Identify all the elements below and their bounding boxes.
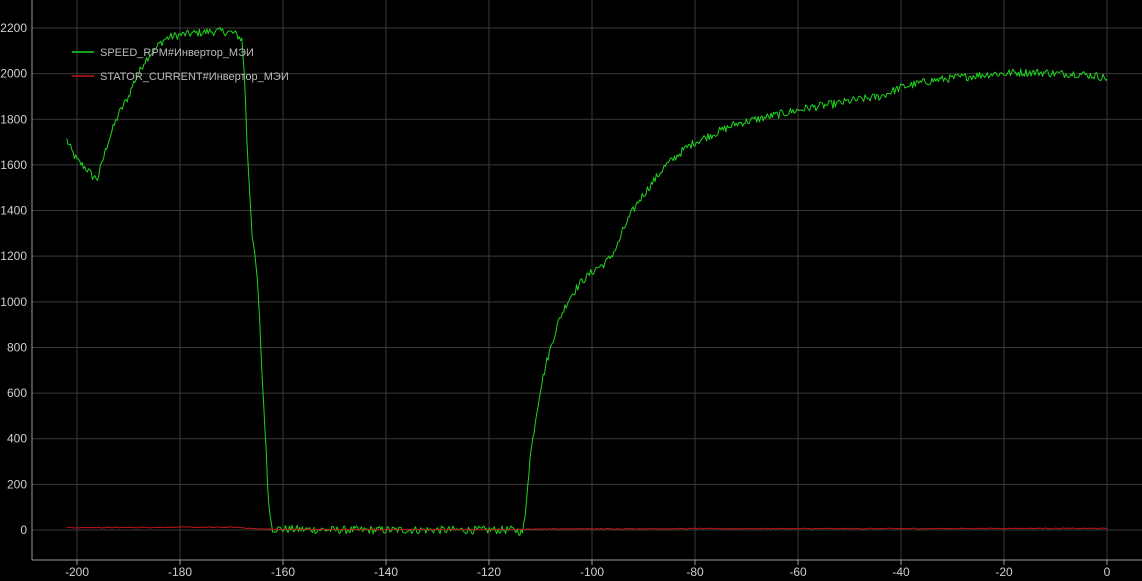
legend-label-speed[interactable]: SPEED_RPM#Инвертор_МЭИ	[100, 47, 254, 59]
y-tick-label: 1000	[0, 295, 27, 309]
x-tick-label: -200	[65, 565, 89, 579]
y-tick-labels: 0 200 400 600 800 1000 1200 1400 1600 1800 2000 220…	[0, 21, 27, 537]
y-tick-label: 400	[7, 432, 27, 446]
y-tick-label: 1400	[0, 204, 27, 218]
horizontal-gridlines	[32, 27, 1142, 531]
y-tick-label: 1200	[0, 249, 27, 263]
x-tick-label: 0	[1104, 565, 1111, 579]
y-tick-label: 1600	[0, 158, 27, 172]
x-tick-label: -40	[892, 565, 910, 579]
x-tick-label: -160	[271, 565, 295, 579]
x-tick-label: -60	[789, 565, 807, 579]
x-tick-label: -120	[477, 565, 501, 579]
x-tick-labels: -200 -180 -160 -140 -120 -100 -80 -60 -40 -20 0	[65, 560, 1111, 579]
x-tick-label: -180	[168, 565, 192, 579]
x-tick-label: -20	[995, 565, 1013, 579]
series-line-stator-current	[66, 526, 1107, 531]
y-tick-label: 600	[7, 386, 27, 400]
legend[interactable]: SPEED_RPM#Инвертор_МЭИ STATOR_CURRENT#Ин…	[72, 47, 289, 83]
x-tick-label: -80	[686, 565, 704, 579]
vertical-gridlines	[76, 0, 1108, 560]
y-tick-label: 2000	[0, 67, 27, 81]
y-tick-label: 200	[7, 477, 27, 491]
series-line-speed-rpm	[66, 26, 1108, 536]
y-tick-label: 800	[7, 340, 27, 354]
x-tick-label: -140	[374, 565, 398, 579]
y-tick-label: 1800	[0, 112, 27, 126]
y-tick-label: 2200	[0, 21, 27, 35]
x-tick-label: -100	[580, 565, 604, 579]
y-tick-label: 0	[20, 523, 27, 537]
series-lines	[66, 26, 1108, 536]
legend-label-current[interactable]: STATOR_CURRENT#Инвертор_МЭИ	[100, 71, 289, 83]
